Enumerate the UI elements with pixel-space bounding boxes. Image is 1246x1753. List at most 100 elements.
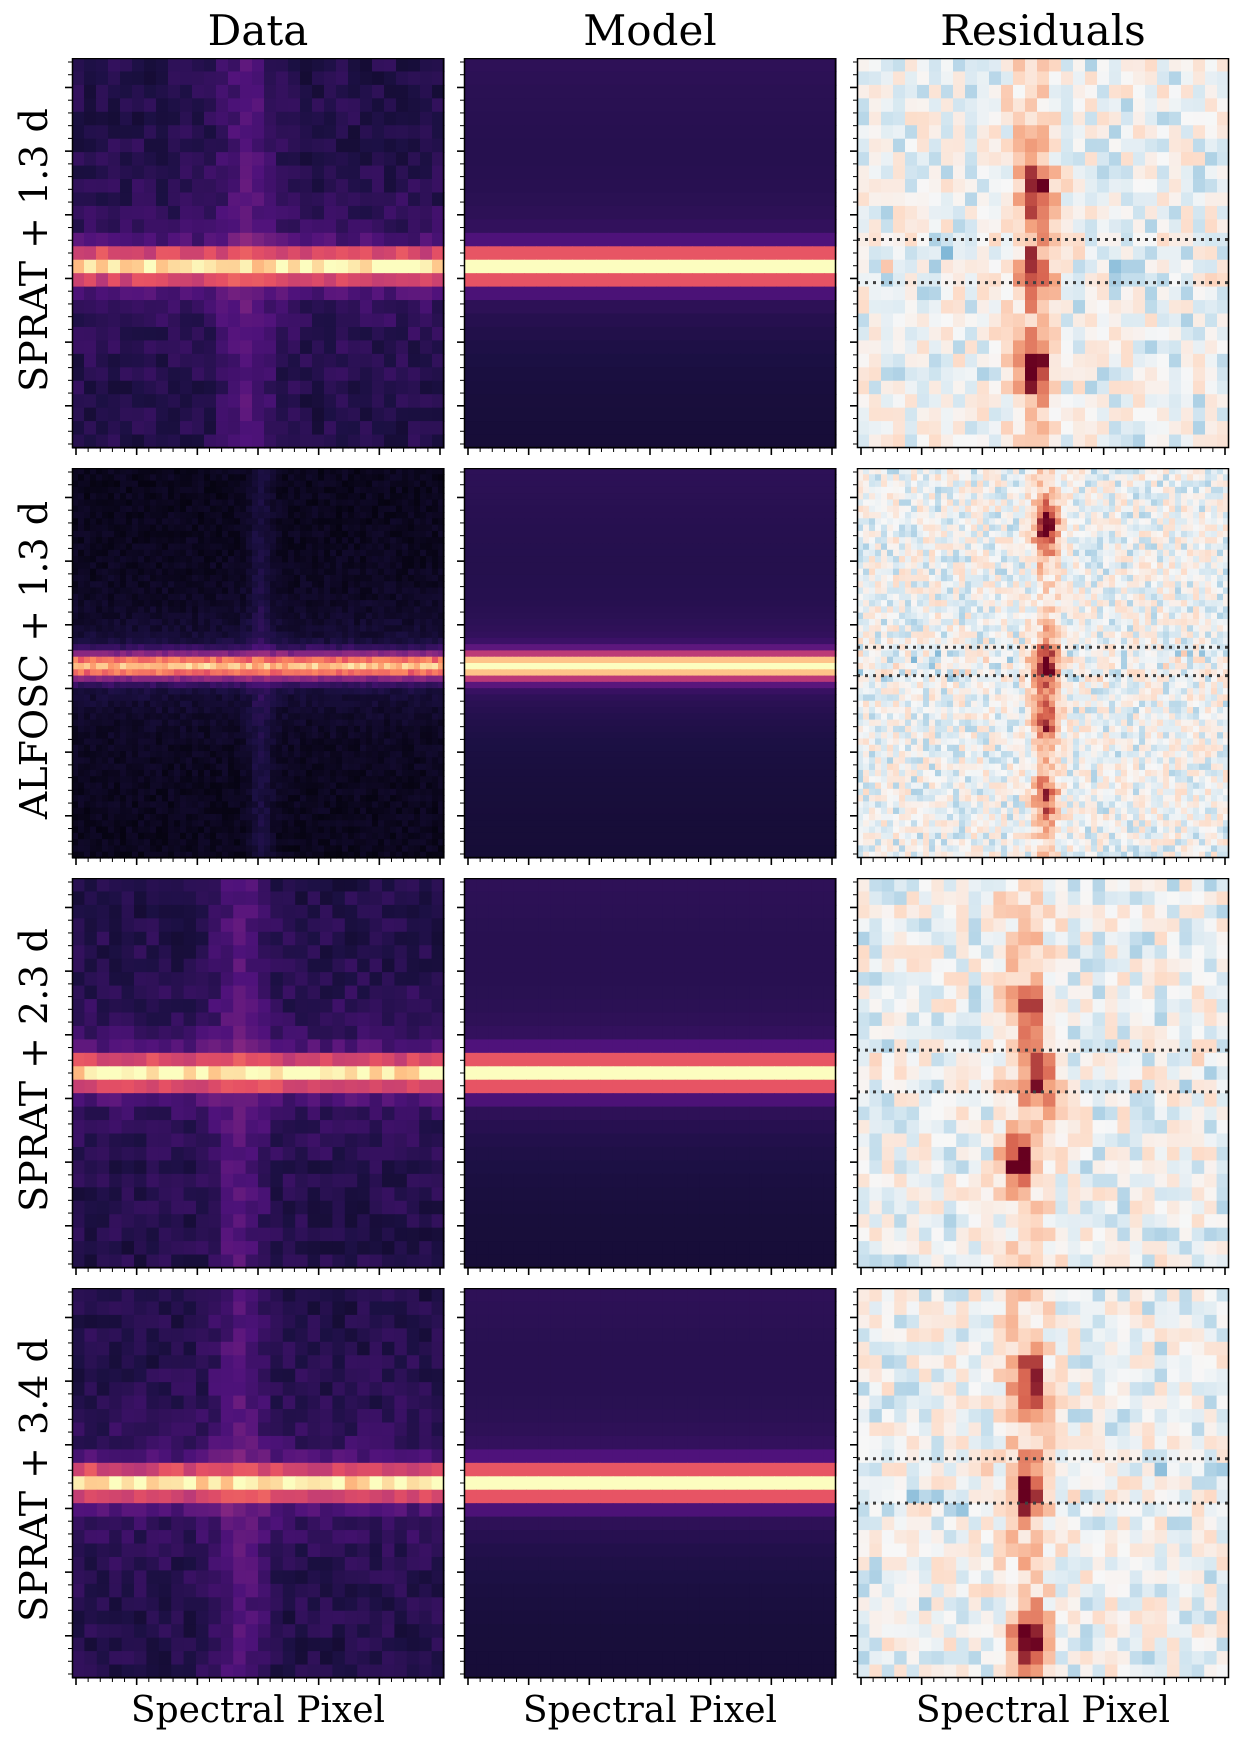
heatmap-cell bbox=[408, 637, 415, 645]
heatmap-cell bbox=[632, 219, 645, 234]
heatmap-cell bbox=[276, 286, 289, 301]
heatmap-cell bbox=[941, 394, 954, 409]
heatmap-cell bbox=[156, 581, 163, 589]
heatmap-cell bbox=[366, 524, 373, 532]
heatmap-cell bbox=[246, 549, 253, 557]
heatmap-cell bbox=[1001, 300, 1014, 315]
heatmap-cell bbox=[246, 524, 253, 532]
heatmap-cell bbox=[752, 326, 765, 342]
heatmap-cell bbox=[144, 407, 157, 422]
heatmap-cell bbox=[917, 326, 930, 342]
heatmap-cell bbox=[156, 367, 169, 382]
heatmap-cell bbox=[420, 499, 427, 507]
heatmap-cell bbox=[905, 394, 918, 409]
heatmap-cell bbox=[186, 518, 193, 526]
heatmap-cell bbox=[420, 326, 433, 342]
heatmap-cell bbox=[414, 543, 421, 551]
heatmap-cell bbox=[120, 505, 127, 513]
heatmap-cell bbox=[881, 71, 894, 86]
heatmap-cell bbox=[150, 631, 157, 639]
heatmap-cell bbox=[740, 434, 753, 449]
heatmap-cell bbox=[740, 98, 753, 113]
heatmap-cell bbox=[300, 574, 307, 582]
heatmap-cell bbox=[186, 543, 193, 551]
heatmap-cell bbox=[294, 644, 301, 652]
heatmap-cell bbox=[180, 524, 187, 532]
heatmap-cell bbox=[644, 421, 657, 436]
heatmap-cell bbox=[396, 286, 409, 301]
heatmap-cell bbox=[72, 232, 85, 247]
heatmap-cell bbox=[276, 152, 289, 167]
heatmap-cell bbox=[228, 273, 241, 288]
heatmap-cell bbox=[126, 574, 133, 582]
heatmap-cell bbox=[408, 125, 421, 140]
heatmap-cell bbox=[144, 556, 151, 563]
heatmap-cell bbox=[282, 543, 289, 551]
heatmap-cell bbox=[192, 631, 199, 639]
heatmap-cell bbox=[138, 568, 145, 576]
heatmap-cell bbox=[560, 179, 573, 194]
heatmap-cell bbox=[222, 644, 229, 652]
heatmap-cell bbox=[204, 656, 211, 664]
heatmap-cell bbox=[336, 286, 349, 301]
heatmap-cell bbox=[168, 219, 181, 234]
heatmap-cell bbox=[282, 474, 289, 482]
heatmap-cell bbox=[977, 232, 990, 247]
heatmap-cell bbox=[1145, 380, 1158, 395]
heatmap-cell bbox=[414, 562, 421, 570]
heatmap-cell bbox=[869, 300, 882, 315]
heatmap-cell bbox=[402, 650, 409, 658]
heatmap-cell bbox=[192, 179, 205, 194]
heatmap-cell bbox=[168, 394, 181, 409]
heatmap-cell bbox=[198, 574, 205, 582]
heatmap-cell bbox=[764, 219, 777, 234]
heatmap-cell bbox=[108, 530, 115, 538]
heatmap-cell bbox=[512, 138, 525, 153]
heatmap-cell bbox=[234, 574, 241, 582]
heatmap-cell bbox=[716, 165, 729, 180]
heatmap-cell bbox=[1097, 421, 1110, 436]
heatmap-cell bbox=[162, 625, 169, 633]
heatmap-cell bbox=[288, 675, 295, 683]
heatmap-cell bbox=[276, 246, 289, 261]
heatmap-cell bbox=[1073, 394, 1086, 409]
heatmap-cell bbox=[180, 286, 193, 301]
heatmap-cell bbox=[276, 631, 283, 639]
heatmap-cell bbox=[977, 313, 990, 328]
heatmap-cell bbox=[174, 600, 181, 607]
heatmap-cell bbox=[632, 84, 645, 99]
heatmap-cell bbox=[824, 273, 837, 288]
heatmap-cell bbox=[1085, 326, 1098, 342]
heatmap-cell bbox=[72, 434, 85, 449]
heatmap-cell bbox=[1025, 407, 1038, 422]
heatmap-cell bbox=[342, 593, 349, 601]
heatmap-cell bbox=[180, 549, 187, 557]
heatmap-cell bbox=[318, 474, 325, 482]
heatmap-cell bbox=[1157, 246, 1170, 261]
panel-frame bbox=[463, 58, 837, 449]
heatmap-cell bbox=[330, 499, 337, 507]
heatmap-cell bbox=[276, 650, 283, 658]
heatmap-cell bbox=[126, 631, 133, 639]
heatmap-cell bbox=[426, 537, 433, 545]
heatmap-cell bbox=[174, 474, 181, 482]
heatmap-cell bbox=[120, 273, 133, 288]
heatmap-cell bbox=[102, 505, 109, 513]
heatmap-cell bbox=[1145, 407, 1158, 422]
heatmap-cell bbox=[264, 71, 277, 86]
heatmap-cell bbox=[132, 434, 145, 449]
heatmap-cell bbox=[336, 468, 343, 475]
heatmap-cell bbox=[240, 111, 253, 126]
heatmap-cell bbox=[138, 499, 145, 507]
heatmap-cell bbox=[264, 549, 271, 557]
heatmap-cell bbox=[72, 313, 85, 328]
heatmap-cell bbox=[102, 637, 109, 645]
heatmap-cell bbox=[174, 530, 181, 538]
heatmap-cell bbox=[168, 179, 181, 194]
heatmap-cell bbox=[408, 421, 421, 436]
heatmap-cell bbox=[270, 556, 277, 563]
heatmap-cell bbox=[216, 165, 229, 180]
heatmap-cell bbox=[96, 468, 103, 475]
heatmap-cell bbox=[1181, 313, 1194, 328]
heatmap-cell bbox=[788, 98, 801, 113]
